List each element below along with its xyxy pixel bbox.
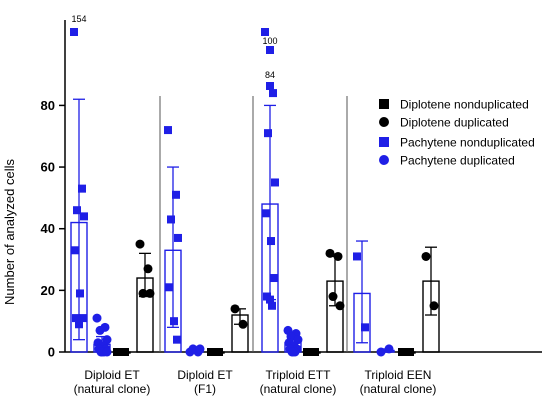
data-point bbox=[138, 288, 148, 298]
value-annotation: 100 bbox=[262, 36, 277, 46]
data-point bbox=[210, 348, 218, 356]
data-point bbox=[361, 323, 369, 332]
y-tick-label: 80 bbox=[41, 98, 55, 113]
data-point bbox=[70, 28, 78, 36]
legend-marker bbox=[379, 137, 389, 147]
data-point bbox=[172, 190, 180, 199]
data-point bbox=[262, 209, 270, 218]
data-point bbox=[73, 206, 81, 215]
legend-marker bbox=[379, 117, 389, 127]
data-point bbox=[92, 313, 102, 323]
data-point bbox=[121, 348, 129, 356]
legend-label: Pachytene nonduplicated bbox=[400, 136, 535, 150]
data-point bbox=[145, 288, 155, 298]
data-point bbox=[266, 82, 274, 90]
data-point bbox=[266, 46, 274, 54]
data-point bbox=[195, 344, 205, 354]
data-point bbox=[75, 320, 83, 329]
data-point bbox=[170, 317, 178, 326]
data-point bbox=[167, 215, 175, 224]
data-point bbox=[325, 248, 335, 258]
data-point bbox=[384, 344, 394, 354]
legend-label: Diplotene duplicated bbox=[400, 116, 509, 130]
data-point bbox=[270, 274, 278, 283]
data-point bbox=[76, 289, 84, 298]
y-tick-label: 0 bbox=[48, 345, 55, 360]
y-axis-label: Number of analyzed cells bbox=[2, 159, 17, 305]
x-tick-label: (natural clone) bbox=[260, 382, 337, 396]
x-tick-label: Diploid ET bbox=[84, 368, 140, 382]
x-tick-label: (natural clone) bbox=[74, 382, 151, 396]
legend-marker bbox=[379, 155, 389, 165]
y-tick-label: 20 bbox=[41, 283, 55, 298]
legend-marker bbox=[379, 99, 389, 109]
data-point bbox=[95, 325, 105, 335]
marks: 154 100 84 bbox=[70, 14, 440, 357]
data-point bbox=[269, 89, 277, 98]
data-point bbox=[71, 246, 79, 255]
legend-label: Pachytene duplicated bbox=[400, 154, 515, 168]
data-point bbox=[230, 304, 240, 314]
data-point bbox=[261, 28, 269, 36]
data-point bbox=[398, 348, 406, 356]
data-point bbox=[353, 252, 361, 261]
data-point bbox=[165, 283, 173, 292]
data-point bbox=[215, 348, 223, 356]
data-point bbox=[72, 314, 80, 323]
data-point bbox=[102, 347, 112, 357]
data-point bbox=[80, 212, 88, 221]
data-point bbox=[421, 251, 431, 261]
data-point bbox=[238, 319, 248, 329]
data-point bbox=[406, 348, 414, 356]
data-point bbox=[173, 335, 181, 344]
data-point bbox=[188, 344, 198, 354]
data-point bbox=[429, 301, 439, 311]
value-annotation: 154 bbox=[71, 14, 86, 24]
legend-label: Diplotene nonduplicated bbox=[400, 98, 529, 112]
data-point bbox=[135, 239, 145, 249]
data-point bbox=[306, 348, 314, 356]
data-point bbox=[376, 347, 386, 357]
x-tick-label: (natural clone) bbox=[360, 382, 437, 396]
legend: Diplotene nonduplicated Diplotene duplica… bbox=[379, 98, 535, 168]
data-point bbox=[264, 129, 272, 138]
data-point bbox=[271, 178, 279, 187]
data-point bbox=[116, 348, 124, 356]
data-point bbox=[143, 264, 153, 274]
data-point bbox=[267, 237, 275, 246]
data-point bbox=[79, 314, 87, 323]
x-tick-label: Triploid EEN bbox=[365, 368, 432, 382]
data-point bbox=[287, 347, 297, 357]
data-point bbox=[335, 301, 345, 311]
x-tick-label: (F1) bbox=[194, 382, 216, 396]
data-point bbox=[164, 126, 172, 135]
data-point bbox=[311, 348, 319, 356]
y-tick-label: 40 bbox=[41, 221, 55, 236]
data-point bbox=[78, 184, 86, 193]
data-point bbox=[268, 301, 276, 310]
x-tick-label: Diploid ET bbox=[177, 368, 233, 382]
data-point bbox=[333, 251, 343, 261]
y-tick-label: 60 bbox=[41, 160, 55, 175]
data-point bbox=[328, 292, 338, 302]
x-tick-label: Triploid ETT bbox=[266, 368, 332, 382]
data-point bbox=[266, 295, 274, 304]
data-point bbox=[174, 233, 182, 242]
value-annotation: 84 bbox=[265, 70, 275, 80]
